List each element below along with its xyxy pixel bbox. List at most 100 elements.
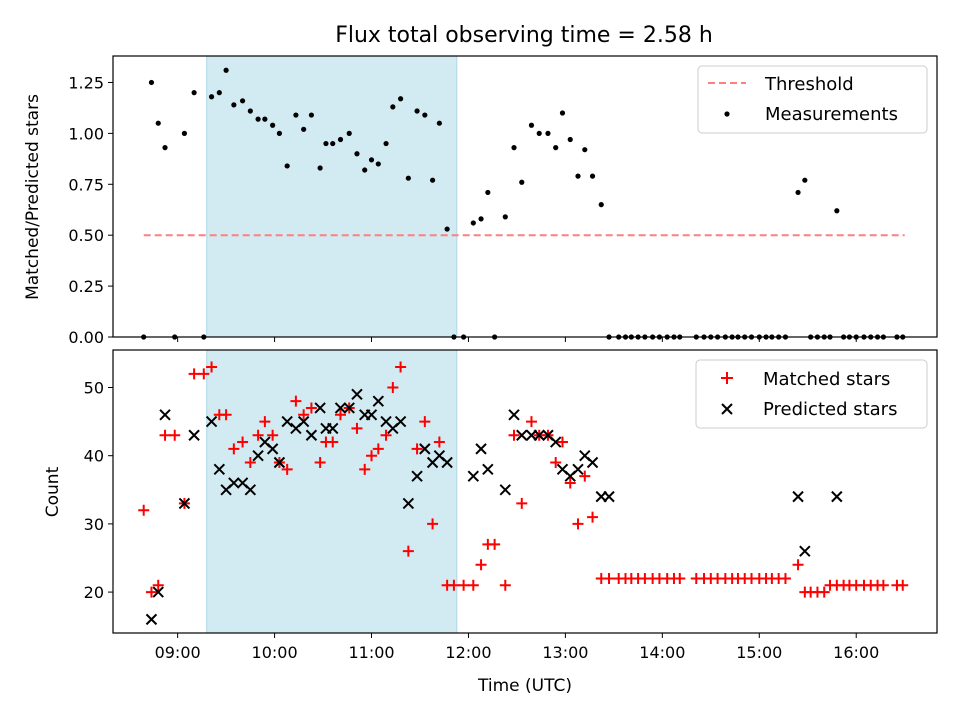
matched-star-point: [579, 470, 591, 482]
measurement-point: [323, 140, 329, 147]
measurement-point: [436, 120, 442, 126]
matched-star-point: [159, 429, 171, 441]
x-axis-label: Time (UTC): [477, 676, 572, 696]
measurement-point: [802, 177, 808, 183]
measurement-point: [545, 130, 551, 136]
measurement-point: [276, 130, 283, 136]
measurement-point: [553, 145, 559, 151]
bottom-legend-box: [695, 359, 928, 429]
predicted-star-point: [792, 490, 804, 503]
x-tick-label: 13:00: [542, 643, 588, 662]
measurement-point: [536, 130, 542, 136]
top-legend-box: [697, 65, 928, 134]
measurement-point: [293, 112, 299, 118]
top-observing-span: [206, 55, 458, 338]
x-tick-label: 10:00: [252, 643, 298, 662]
matched-star-point: [489, 538, 501, 550]
matched-star-point: [402, 545, 414, 557]
matched-star-point: [351, 422, 363, 434]
top-y-tick-label: 1.00: [68, 124, 104, 143]
measurement-point: [284, 163, 290, 169]
predicted-star-point: [327, 422, 339, 435]
legend-matched-swatch: [721, 372, 733, 384]
matched-star-point: [366, 450, 378, 462]
predicted-star-point: [188, 429, 200, 441]
matched-star-point: [818, 586, 830, 598]
measurement-point: [375, 161, 381, 167]
bottom-y-tick-label: 20: [84, 583, 104, 602]
measurement-point: [511, 145, 517, 151]
matched-star-point: [897, 579, 909, 591]
measurement-point: [308, 112, 315, 118]
top-y-axis-label: Matched/Predicted stars: [23, 94, 43, 300]
matched-star-point: [427, 518, 439, 530]
measurement-point: [405, 175, 411, 181]
predicted-star-point: [572, 463, 584, 476]
matched-star-point: [550, 457, 562, 469]
predicted-star-point: [508, 409, 520, 421]
measurement-point: [368, 157, 375, 163]
predicted-star-point: [799, 545, 811, 557]
top-y-tick-label: 0.00: [68, 328, 104, 347]
predicted-star-point: [152, 586, 164, 598]
predicted-star-point: [305, 429, 318, 441]
matched-star-point: [372, 443, 384, 455]
predicted-star-point: [297, 415, 310, 428]
predicted-star-point: [586, 456, 599, 469]
measurement-point: [429, 177, 436, 183]
measurement-point: [337, 136, 344, 143]
matched-star-point: [516, 497, 528, 509]
predicted-star-point: [499, 484, 511, 496]
matched-star-point: [359, 463, 371, 475]
measurement-point: [390, 104, 396, 110]
x-tick-label: 11:00: [348, 643, 394, 662]
matched-star-point: [603, 572, 615, 584]
predicted-star-point: [365, 409, 378, 421]
measurement-point: [519, 179, 525, 185]
matched-star-point: [877, 579, 889, 591]
matched-star-point: [314, 457, 326, 469]
predicted-star-point: [402, 497, 415, 510]
x-tick-label: 16:00: [833, 643, 879, 662]
bottom-y-axis-label: Count: [43, 466, 63, 517]
measurement-point: [162, 145, 168, 151]
measurement-point: [575, 173, 581, 179]
matched-star-point: [259, 416, 271, 428]
measurement-point: [208, 94, 215, 100]
predicted-star-point: [252, 449, 264, 462]
predicted-star-point: [419, 443, 431, 455]
measurement-point: [247, 108, 253, 114]
predicted-star-point: [351, 388, 363, 401]
legend-measurements-swatch: [724, 111, 730, 117]
measurement-point: [422, 112, 428, 118]
measurement-point: [582, 147, 588, 153]
measurement-point: [216, 90, 222, 96]
predicted-star-point: [482, 463, 494, 476]
top-y-tick-label: 0.50: [68, 226, 104, 245]
measurement-point: [317, 165, 323, 171]
matched-star-point: [458, 579, 470, 591]
matched-star-point: [334, 409, 346, 421]
matched-star-point: [198, 368, 210, 380]
predicted-star-point: [394, 415, 407, 428]
top-y-tick-label: 0.75: [68, 175, 104, 194]
measurement-point: [502, 214, 508, 220]
bottom-y-tick-label: 30: [84, 515, 104, 534]
measurement-point: [231, 102, 237, 108]
matched-star-point: [475, 559, 487, 571]
matched-star-point: [237, 436, 249, 448]
matched-star-point: [290, 395, 302, 407]
x-tick-label: 15:00: [736, 643, 782, 662]
bottom-panel: 20 30 40 50 09:00 10:00 11:00 12:00 13:00 14:00 1…: [43, 349, 938, 696]
bottom-y-tick-label: 50: [84, 379, 104, 398]
matched-star-point: [305, 402, 317, 414]
measurement-point: [478, 216, 484, 222]
matched-star-point: [298, 409, 310, 421]
matched-star-point: [525, 416, 537, 428]
matched-star-point: [206, 361, 218, 373]
matched-star-point: [674, 572, 686, 584]
measurement-point: [397, 96, 404, 102]
bottom-observing-span: [206, 349, 458, 634]
matched-star-point: [169, 429, 181, 441]
